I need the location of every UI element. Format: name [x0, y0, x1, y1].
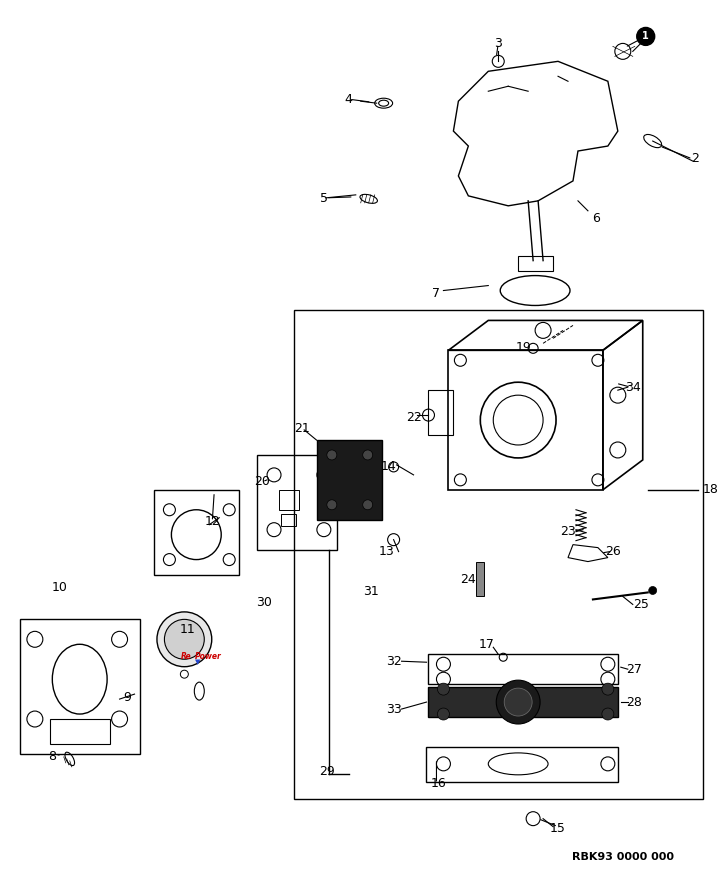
Circle shape [327, 500, 337, 510]
Text: 27: 27 [626, 663, 642, 676]
Text: 15: 15 [550, 822, 566, 835]
Bar [155, 490, 239, 574]
Text: 14: 14 [381, 461, 397, 473]
Text: 22: 22 [405, 411, 421, 424]
Text: 6: 6 [592, 212, 600, 226]
Text: 21: 21 [294, 421, 310, 434]
Text: ▼: ▼ [194, 659, 200, 665]
Circle shape [363, 500, 373, 510]
Text: 31: 31 [363, 585, 379, 598]
Text: 30: 30 [256, 596, 272, 609]
Text: RBK93 0000 000: RBK93 0000 000 [572, 852, 674, 862]
Bar [428, 655, 618, 685]
Text: 3: 3 [495, 37, 502, 50]
Bar [257, 455, 337, 550]
Circle shape [504, 688, 532, 716]
Text: 10: 10 [52, 581, 68, 594]
Text: 11: 11 [179, 623, 195, 636]
Text: 7: 7 [433, 287, 441, 300]
Bar [294, 310, 703, 799]
Text: 16: 16 [431, 777, 446, 790]
Text: 13: 13 [379, 545, 395, 558]
Bar [426, 747, 618, 781]
Text: Power: Power [195, 652, 222, 661]
Circle shape [438, 708, 449, 720]
Bar [50, 719, 109, 744]
Ellipse shape [157, 612, 212, 667]
Text: 17: 17 [478, 638, 494, 651]
Bar [428, 390, 454, 435]
Text: 9: 9 [124, 691, 132, 704]
Text: 23: 23 [560, 525, 576, 538]
Text: 8: 8 [48, 751, 56, 764]
Circle shape [438, 683, 449, 695]
Text: 34: 34 [625, 381, 641, 394]
Circle shape [363, 450, 373, 460]
Bar [279, 490, 299, 510]
Circle shape [649, 587, 657, 595]
Text: Re: Re [181, 652, 192, 661]
Bar [449, 351, 603, 490]
Text: 26: 26 [605, 545, 621, 558]
Text: 12: 12 [204, 515, 220, 529]
Circle shape [636, 27, 654, 46]
Text: 4: 4 [345, 93, 353, 106]
Circle shape [496, 680, 540, 724]
Text: 32: 32 [386, 655, 402, 668]
Bar [281, 514, 296, 526]
Text: 29: 29 [319, 766, 335, 778]
Ellipse shape [164, 619, 204, 659]
Text: 19: 19 [516, 341, 531, 354]
Text: 1: 1 [642, 32, 649, 41]
Text: 24: 24 [461, 573, 476, 586]
Bar [477, 561, 485, 596]
Text: 25: 25 [633, 598, 649, 611]
Text: 20: 20 [254, 476, 270, 488]
Bar [518, 255, 553, 270]
Text: 18: 18 [703, 484, 719, 496]
Text: 28: 28 [626, 696, 642, 708]
Bar [317, 440, 382, 520]
Text: 33: 33 [386, 702, 402, 715]
Text: 2: 2 [692, 152, 700, 166]
Circle shape [602, 708, 614, 720]
Text: 5: 5 [320, 192, 328, 205]
Circle shape [602, 683, 614, 695]
Circle shape [327, 450, 337, 460]
Bar [20, 619, 140, 754]
Bar [428, 687, 618, 717]
